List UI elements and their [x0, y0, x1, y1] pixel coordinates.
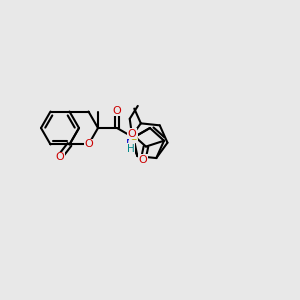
Text: O: O: [139, 154, 148, 165]
Text: H: H: [127, 143, 134, 154]
Text: O: O: [55, 152, 64, 162]
Text: O: O: [112, 106, 122, 116]
Text: N: N: [126, 137, 135, 148]
Text: S: S: [130, 133, 137, 142]
Text: O: O: [84, 140, 93, 149]
Text: O: O: [128, 129, 136, 139]
